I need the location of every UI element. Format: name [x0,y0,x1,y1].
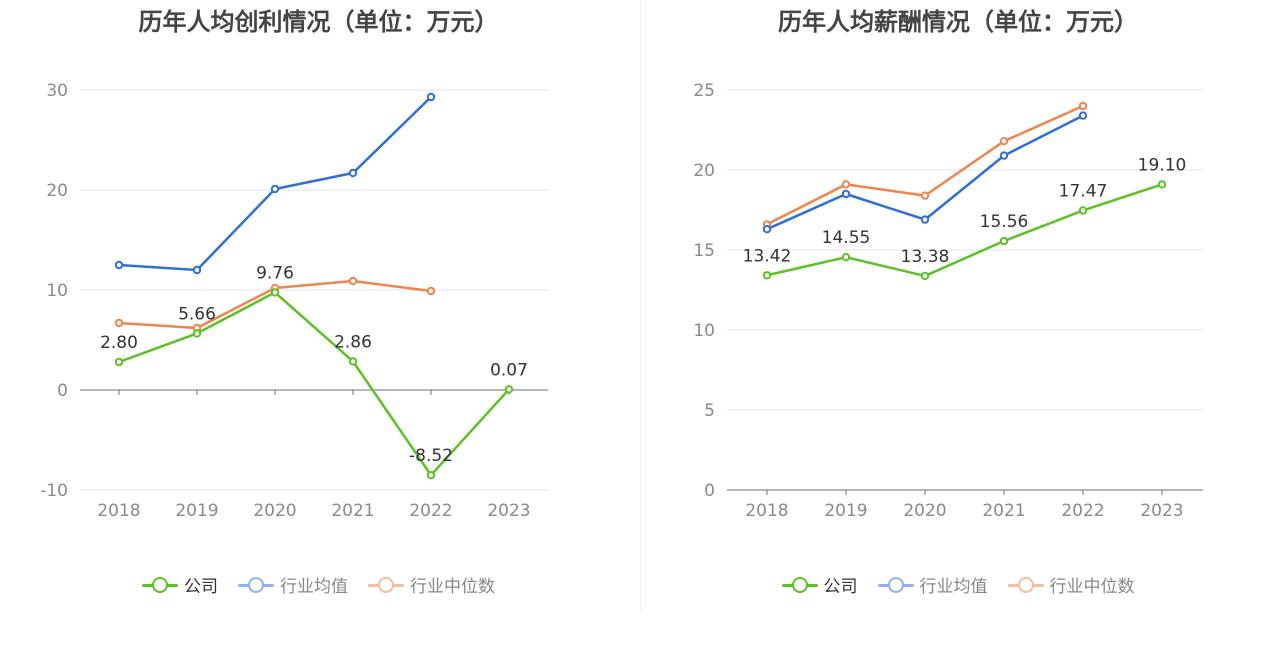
y-tick-label: -10 [40,481,68,501]
x-tick-label: 2020 [253,501,296,521]
profit-chart: -10 0 10 20 30 2018 2019 2020 2021 2022 2023 2.80 5.… [40,81,548,521]
y-tick-label: 10 [693,321,715,341]
data-label: 9.76 [256,263,294,283]
legend-industry-median-label: 行业中位数 [1049,577,1135,597]
series-line-2 [766,104,1084,226]
data-point [114,260,124,270]
data-point [348,276,358,286]
data-point [762,271,772,280]
x-tick-label: 2021 [331,501,374,521]
legend-company-marker [781,576,818,594]
data-label: 14.55 [822,228,871,248]
legend-industry-average-label: 行业均值 [280,577,348,597]
data-label: 2.80 [100,333,138,353]
legend-industry-median-marker [368,576,404,594]
data-point [1157,180,1167,189]
data-point [426,286,436,296]
data-label: 5.66 [178,304,216,324]
data-point [841,253,851,262]
legend-industry-average[interactable]: 行业均值 [877,572,988,597]
legend-company-marker [142,576,178,594]
profit-chart-legend: 公司 行业均值 行业中位数 [0,572,637,597]
data-label: 0.07 [490,360,528,380]
y-tick-label: 25 [693,81,715,101]
profit-chart-title: 历年人均创利情况（单位：万元） [138,8,499,36]
legend-industry-average-marker [238,576,274,594]
salary-chart-panel: 历年人均薪酬情况（单位：万元） 0 5 10 15 20 25 2018 2019 2020 20… [641,0,1275,655]
data-point [920,191,930,200]
legend-industry-median-label: 行业中位数 [410,577,495,597]
data-point [426,92,436,102]
data-point [1078,101,1088,111]
legend-industry-median[interactable]: 行业中位数 [1007,572,1135,597]
data-label: 17.47 [1059,181,1108,201]
x-tick-label: 2018 [745,501,788,521]
data-point [348,168,358,178]
legend-industry-median[interactable]: 行业中位数 [368,572,495,597]
legend-company-label: 公司 [184,577,218,597]
legend-industry-median-marker [1007,576,1044,594]
x-tick-label: 2020 [903,501,946,521]
x-tick-label: 2022 [409,501,452,521]
y-tick-label: 10 [46,281,68,301]
x-tick-label: 2021 [982,501,1025,521]
data-point [504,385,514,394]
data-point [1078,206,1088,215]
x-tick-label: 2023 [1140,501,1183,521]
data-point [348,357,358,366]
y-tick-label: 20 [693,161,715,181]
x-tick-label: 2018 [97,501,140,521]
data-point [270,288,280,297]
legend-industry-average[interactable]: 行业均值 [238,572,348,597]
series-line-1 [766,114,1084,231]
data-point [920,271,930,281]
data-point [1078,111,1088,120]
data-point [999,236,1009,246]
legend-company-label: 公司 [823,577,858,597]
data-label: 13.38 [901,247,950,267]
x-tick-label: 2022 [1061,501,1104,521]
y-tick-label: 0 [704,481,715,501]
y-tick-label: 5 [704,401,715,421]
x-tick-label: 2019 [175,501,218,521]
x-tick-label: 2019 [824,501,867,521]
data-point [841,180,851,189]
salary-chart: 0 5 10 15 20 25 2018 2019 2020 2021 2022 2023 13.42 1… [693,81,1203,521]
data-point [762,225,772,234]
series-line-0 [118,291,510,477]
y-tick-label: 15 [693,241,715,261]
legend-company[interactable]: 公司 [142,572,218,597]
salary-chart-legend: 公司 行业均值 行业中位数 [641,572,1275,597]
profit-chart-panel: 历年人均创利情况（单位：万元） -10 0 10 20 30 2018 2019 2020 20… [0,0,637,655]
legend-industry-average-marker [877,576,914,594]
data-point [999,137,1009,146]
data-label: 2.86 [334,332,372,352]
y-tick-label: 30 [46,81,68,101]
data-point [999,151,1009,160]
y-tick-label: 0 [57,381,68,401]
panel-divider [640,0,641,610]
x-tick-label: 2023 [487,501,530,521]
legend-company[interactable]: 公司 [781,572,858,597]
data-point [426,471,436,480]
data-point [192,329,202,338]
y-tick-label: 20 [46,181,68,201]
data-point [114,357,124,367]
series-line-1 [118,96,432,272]
data-label: -8.52 [409,446,453,466]
data-point [114,318,124,328]
salary-chart-title: 历年人均薪酬情况（单位：万元） [778,8,1138,36]
data-point [920,215,930,224]
data-point [270,184,280,194]
data-label: 13.42 [743,246,792,266]
data-label: 19.10 [1138,155,1187,175]
data-label: 15.56 [980,212,1029,232]
series-line-0 [766,183,1163,278]
legend-industry-average-label: 行业均值 [919,577,988,597]
data-point [192,265,202,275]
data-point [841,189,851,199]
